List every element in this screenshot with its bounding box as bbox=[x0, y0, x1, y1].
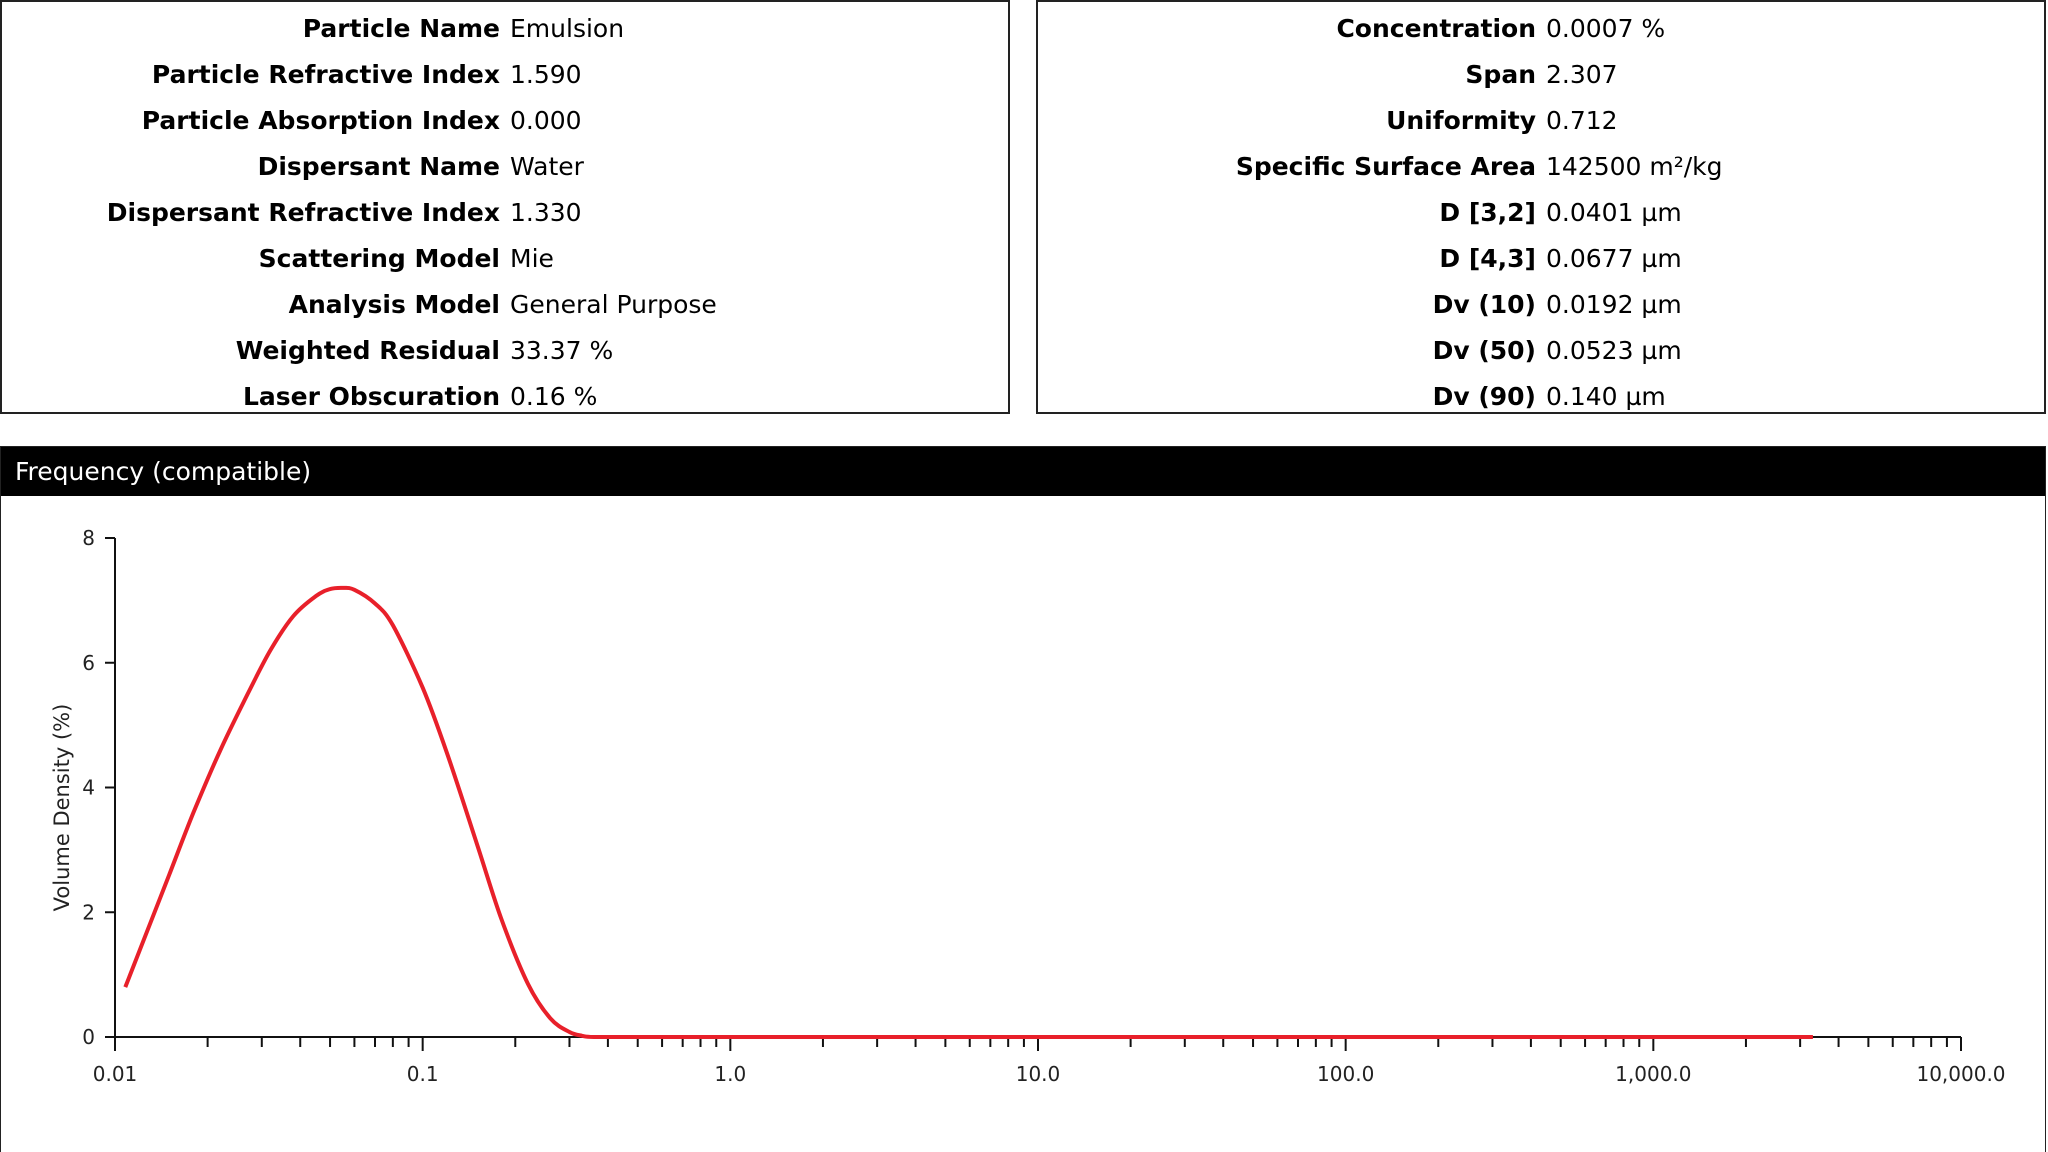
chart-header-bar: Frequency (compatible) bbox=[0, 446, 2046, 498]
property-value: Mie bbox=[510, 244, 554, 273]
statistic-value: 142500 m²/kg bbox=[1546, 152, 1723, 181]
property-row: Dispersant Name Water bbox=[2, 144, 1008, 190]
x-tick-label: 1.0 bbox=[714, 1062, 746, 1086]
property-label: Particle Absorption Index bbox=[141, 106, 500, 135]
property-label: Analysis Model bbox=[288, 290, 500, 319]
property-value: 1.330 bbox=[510, 198, 582, 227]
statistic-row: Dv (10) 0.0192 µm bbox=[1038, 282, 2044, 328]
chart-title: Frequency (compatible) bbox=[15, 457, 312, 486]
statistic-label: Dv (90) bbox=[1432, 382, 1536, 411]
chart-svg: 0 2 4 6 8 0.01 0.1 1.0 10.0 100.0 1,000.0 10,000.0 V… bbox=[50, 526, 2006, 1086]
x-tick-label: 0.01 bbox=[93, 1062, 138, 1086]
statistic-label: Uniformity bbox=[1386, 106, 1536, 135]
statistic-row: Specific Surface Area 142500 m²/kg bbox=[1038, 144, 2044, 190]
property-row: Particle Name Emulsion bbox=[2, 6, 1008, 52]
x-tick-label: 10,000.0 bbox=[1916, 1062, 2005, 1086]
statistic-row: Uniformity 0.712 bbox=[1038, 98, 2044, 144]
property-value: 1.590 bbox=[510, 60, 582, 89]
statistic-row: Dv (50) 0.0523 µm bbox=[1038, 328, 2044, 374]
property-value: Water bbox=[510, 152, 584, 181]
statistic-row: Dv (90) 0.140 µm bbox=[1038, 374, 2044, 420]
statistic-value: 0.140 µm bbox=[1546, 382, 1666, 411]
property-value: Emulsion bbox=[510, 14, 625, 43]
statistic-row: Concentration 0.0007 % bbox=[1038, 6, 2044, 52]
statistic-value: 0.712 bbox=[1546, 106, 1618, 135]
sample-properties-panel: Particle Name Emulsion Particle Refractive… bbox=[0, 0, 1010, 414]
y-tick-label: 4 bbox=[82, 776, 95, 800]
statistic-value: 0.0401 µm bbox=[1546, 198, 1682, 227]
statistic-value: 0.0007 % bbox=[1546, 14, 1666, 43]
property-label: Weighted Residual bbox=[235, 336, 500, 365]
property-value: 0.16 % bbox=[510, 382, 598, 411]
property-label: Scattering Model bbox=[258, 244, 500, 273]
property-row: Analysis Model General Purpose bbox=[2, 282, 1008, 328]
property-row: Weighted Residual 33.37 % bbox=[2, 328, 1008, 374]
property-label: Laser Obscuration bbox=[242, 382, 500, 411]
y-tick-label: 6 bbox=[82, 651, 95, 675]
property-value: 33.37 % bbox=[510, 336, 614, 365]
property-label: Dispersant Name bbox=[257, 152, 500, 181]
statistic-label: Dv (50) bbox=[1432, 336, 1536, 365]
x-tick-label: 1,000.0 bbox=[1615, 1062, 1691, 1086]
y-tick-label: 0 bbox=[82, 1025, 95, 1049]
y-axis-label: Volume Density (%) bbox=[50, 704, 74, 912]
statistic-label: Specific Surface Area bbox=[1235, 152, 1536, 181]
property-label: Dispersant Refractive Index bbox=[106, 198, 500, 227]
property-label: Particle Name bbox=[302, 14, 500, 43]
property-label: Particle Refractive Index bbox=[151, 60, 500, 89]
statistic-value: 0.0523 µm bbox=[1546, 336, 1682, 365]
statistic-value: 2.307 bbox=[1546, 60, 1618, 89]
statistic-label: Span bbox=[1465, 60, 1536, 89]
property-row: Particle Refractive Index 1.590 bbox=[2, 52, 1008, 98]
statistic-label: D [4,3] bbox=[1439, 244, 1536, 273]
x-tick-label: 0.1 bbox=[407, 1062, 439, 1086]
statistic-label: D [3,2] bbox=[1439, 198, 1536, 227]
property-value: 0.000 bbox=[510, 106, 582, 135]
volume-density-series-line bbox=[123, 585, 1813, 1039]
y-tick-label: 2 bbox=[82, 900, 95, 924]
x-tick-label: 10.0 bbox=[1016, 1062, 1061, 1086]
property-value: General Purpose bbox=[510, 290, 717, 319]
statistic-row: D [3,2] 0.0401 µm bbox=[1038, 190, 2044, 236]
statistic-row: D [4,3] 0.0677 µm bbox=[1038, 236, 2044, 282]
statistic-label: Dv (10) bbox=[1432, 290, 1536, 319]
statistic-value: 0.0677 µm bbox=[1546, 244, 1682, 273]
property-row: Scattering Model Mie bbox=[2, 236, 1008, 282]
property-row: Dispersant Refractive Index 1.330 bbox=[2, 190, 1008, 236]
y-tick-label: 8 bbox=[82, 526, 95, 550]
result-statistics-panel: Concentration 0.0007 % Span 2.307 Uniformity… bbox=[1036, 0, 2046, 414]
frequency-chart: 0 2 4 6 8 0.01 0.1 1.0 10.0 100.0 1,000.0 10,000.0 V… bbox=[0, 496, 2046, 1152]
statistic-row: Span 2.307 bbox=[1038, 52, 2044, 98]
property-row: Laser Obscuration 0.16 % bbox=[2, 374, 1008, 420]
x-tick-label: 100.0 bbox=[1317, 1062, 1374, 1086]
statistic-value: 0.0192 µm bbox=[1546, 290, 1682, 319]
statistic-label: Concentration bbox=[1336, 14, 1536, 43]
property-row: Particle Absorption Index 0.000 bbox=[2, 98, 1008, 144]
